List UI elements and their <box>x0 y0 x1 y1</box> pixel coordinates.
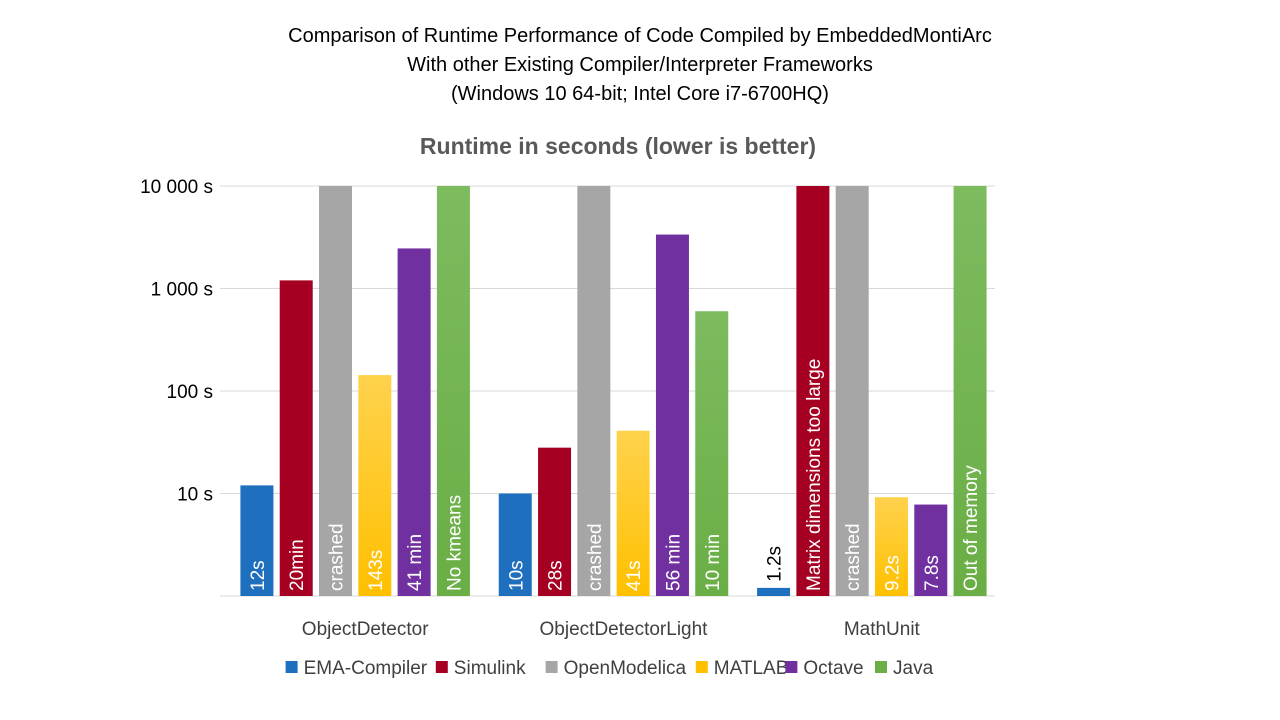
bar-ema-compiler-objectdetectorlight <box>498 493 532 596</box>
bar-openmodelica-mathunit <box>835 186 869 596</box>
bar-data-label: 28s <box>546 560 567 591</box>
bars: 12s 20min crashed 143s 41 min No kmeans 10s 28s… <box>240 186 987 597</box>
legend-label: MATLAB <box>714 658 789 679</box>
slide-title-line-2: With other Existing Compiler/Interpreter… <box>407 54 873 76</box>
bar-data-label: 41s <box>624 560 645 591</box>
x-axis: ObjectDetector ObjectDetectorLight MathUni… <box>302 619 921 640</box>
bar-simulink-objectdetector <box>279 280 313 596</box>
bar-java-mathunit <box>953 186 987 596</box>
bar-data-label: Out of memory <box>961 465 982 591</box>
bar-data-label: Matrix dimensions too large <box>804 359 825 591</box>
legend-swatch-simulink <box>435 661 448 673</box>
slide-title: Comparison of Runtime Performance of Cod… <box>0 22 1280 109</box>
legend-label: EMA-Compiler <box>304 658 428 679</box>
bar-data-label: 143s <box>366 550 387 591</box>
legend-swatch-openmodelica <box>545 661 558 673</box>
chart-title: Runtime in seconds (lower is better) <box>420 133 816 159</box>
bar-java-objectdetectorlight <box>695 311 729 596</box>
bar-data-label: 56 min <box>663 534 684 591</box>
bar-simulink-objectdetectorlight <box>538 447 572 596</box>
legend-swatch-ema-compiler <box>285 661 298 673</box>
category-label: ObjectDetector <box>302 619 429 640</box>
bar-ema-compiler-mathunit <box>757 587 791 596</box>
bar-java-objectdetector <box>436 186 470 596</box>
bar-data-label: 1.2s <box>765 546 786 582</box>
category-label: ObjectDetectorLight <box>540 619 709 640</box>
bar-matlab-objectdetector <box>358 375 392 596</box>
y-tick-label: 100 s <box>167 382 213 403</box>
slide-title-line-1: Comparison of Runtime Performance of Cod… <box>288 25 992 47</box>
y-tick-label: 10 000 s <box>140 177 213 198</box>
legend: EMA-Compiler Simulink OpenModelica MATLAB Oc… <box>285 658 934 679</box>
legend-swatch-java <box>875 661 887 673</box>
legend-label: OpenModelica <box>564 658 687 679</box>
legend-swatch-matlab <box>695 661 708 673</box>
bar-data-label: 20min <box>287 539 308 591</box>
bar-data-label: 10s <box>506 560 527 591</box>
bar-openmodelica-objectdetector <box>319 186 353 596</box>
bar-data-label: 10 min <box>703 534 724 591</box>
bar-data-label: crashed <box>585 523 606 591</box>
category-label: MathUnit <box>844 619 921 640</box>
bar-data-label: 9.2s <box>882 555 903 591</box>
bar-data-label: crashed <box>327 523 348 591</box>
bar-data-label: 7.8s <box>922 555 943 591</box>
bar-data-label: crashed <box>843 523 864 591</box>
legend-label: Simulink <box>454 658 526 679</box>
bar-octave-mathunit <box>914 504 948 596</box>
bar-matlab-mathunit <box>874 497 908 596</box>
y-tick-label: 10 s <box>177 485 213 506</box>
bar-matlab-objectdetectorlight <box>616 430 650 596</box>
y-axis: 10 000 s 1 000 s 100 s 10 s <box>140 177 213 506</box>
bar-octave-objectdetector <box>397 248 431 597</box>
legend-label: Octave <box>803 658 863 679</box>
bar-openmodelica-objectdetectorlight <box>577 186 611 596</box>
legend-label: Java <box>893 658 934 679</box>
y-tick-label: 1 000 s <box>151 280 213 301</box>
bar-ema-compiler-objectdetector <box>240 485 274 596</box>
bar-data-label: No kmeans <box>444 495 465 591</box>
slide-title-line-3: (Windows 10 64-bit; Intel Core i7-6700HQ… <box>451 83 829 105</box>
bar-simulink-mathunit <box>796 186 830 596</box>
bar-data-label: 12s <box>248 560 269 591</box>
legend-swatch-octave <box>785 661 798 673</box>
bar-data-label: 41 min <box>405 534 426 591</box>
bar-octave-objectdetectorlight <box>655 234 689 596</box>
